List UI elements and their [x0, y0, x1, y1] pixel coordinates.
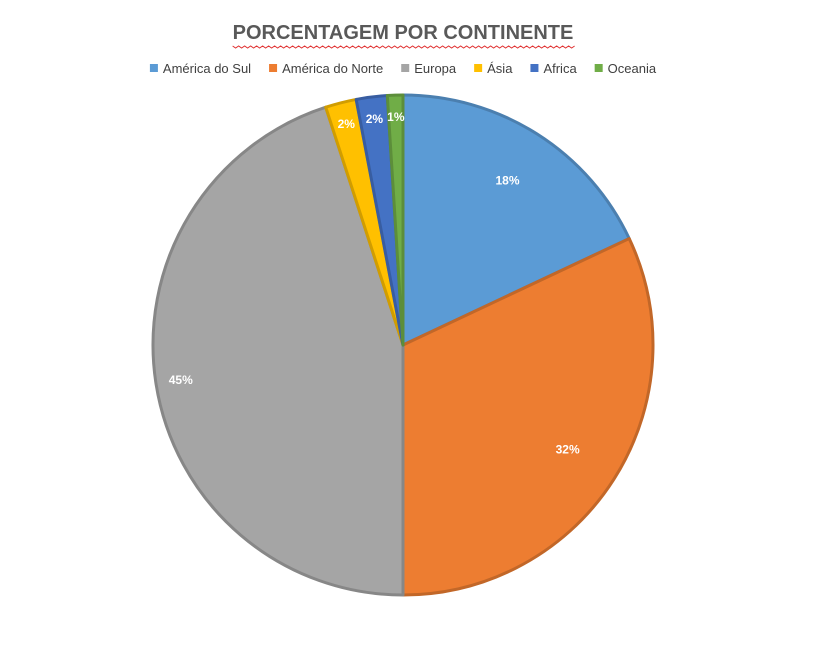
legend-label-africa: Africa — [543, 61, 577, 76]
legend-swatch-europa — [401, 64, 410, 72]
pie-slice-america-do-sul — [401, 93, 631, 347]
legend-swatch-oceania — [594, 64, 603, 72]
legend-swatch-america-do-norte — [269, 64, 278, 72]
pie-slice-europa — [151, 105, 405, 597]
spellcheck-underline — [232, 45, 575, 49]
data-label-africa: 2% — [366, 112, 384, 126]
data-label-europa: 45% — [169, 373, 193, 387]
legend-swatch-asia — [474, 64, 483, 72]
data-label-asia: 2% — [338, 117, 356, 131]
pie-slice-oceania — [385, 93, 405, 347]
pie-slice-america-do-norte — [401, 237, 655, 597]
data-label-america-do-norte: 32% — [556, 442, 580, 456]
data-label-america-do-sul: 18% — [495, 173, 519, 187]
legend-label-oceania: Oceania — [608, 61, 657, 76]
legend-label-europa: Europa — [414, 61, 457, 76]
legend-swatch-america-do-sul — [149, 64, 158, 72]
legend-label-america-do-sul: América do Sul — [163, 61, 251, 76]
slice-labels: 18%32%45%2% 2% 1% — [169, 110, 580, 456]
chart-title: PORCENTAGEM POR CONTINENTE — [233, 22, 574, 44]
legend-label-america-do-norte: América do Norte — [282, 61, 383, 76]
pie-slices — [151, 93, 655, 597]
spellcheck-squiggle — [232, 45, 575, 49]
data-label-oceania: 1% — [387, 110, 405, 124]
legend: América do Sul América do Norte Europa Ásia… — [149, 61, 657, 76]
legend-swatch-africa — [530, 64, 539, 72]
legend-label-asia: Ásia — [487, 61, 513, 76]
